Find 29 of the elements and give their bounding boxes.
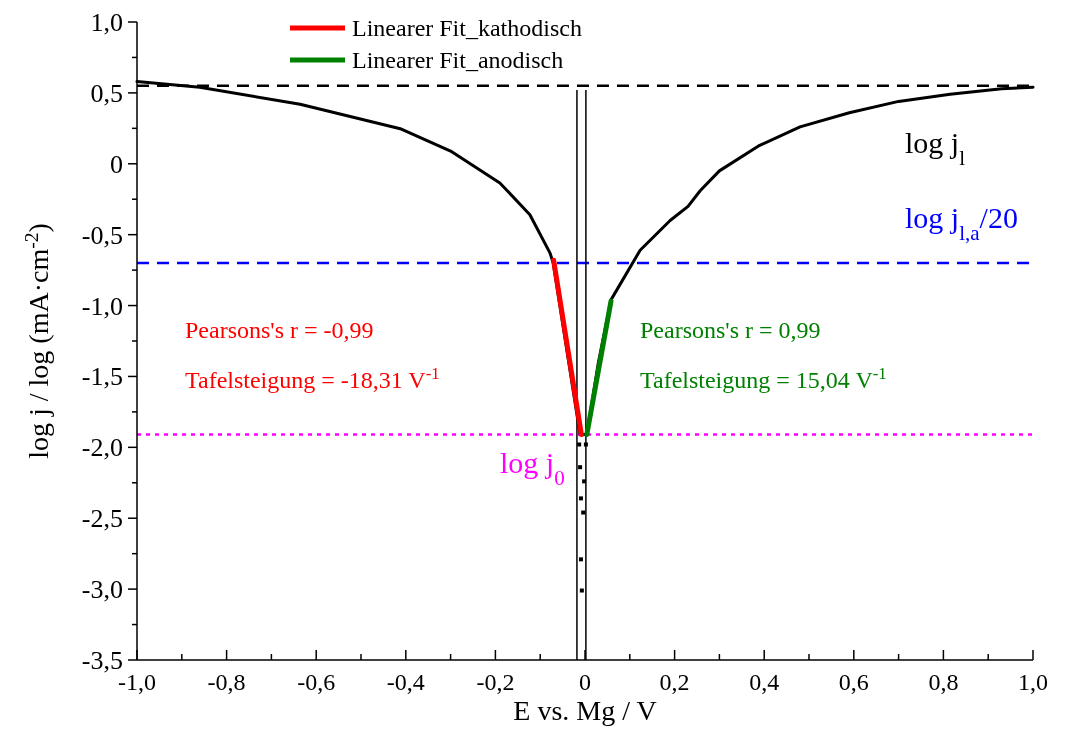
x-tick-label: 0,6 xyxy=(838,669,869,695)
x-tick-label: -0,4 xyxy=(386,669,425,695)
ref-line-label: log j$_{l,a}$/20 xyxy=(905,201,1018,246)
y-tick-label: -2,5 xyxy=(81,504,123,534)
legend-label: Linearer Fit_kathodisch xyxy=(352,15,582,41)
ref-line-label: log j$_{0}$ xyxy=(500,445,565,490)
x-tick-label: 0,8 xyxy=(928,669,959,695)
x-tick-label: 0,2 xyxy=(659,669,690,695)
ref-line-label: log j$_{l}$ xyxy=(905,125,966,170)
annotation: Tafelsteigung = 15,04 V$^{-1}$ xyxy=(640,363,887,393)
legend-label: Linearer Fit_anodisch xyxy=(352,47,564,73)
x-axis-title: E vs. Mg / V xyxy=(513,695,657,726)
x-tick-label: 0,4 xyxy=(749,669,780,695)
y-tick-label: -1,5 xyxy=(81,362,123,392)
x-tick-label: -0,6 xyxy=(297,669,336,695)
x-tick-label: -0,8 xyxy=(207,669,246,695)
x-tick-label: 0 xyxy=(579,669,591,695)
annotation: Tafelsteigung = -18,31 V$^{-1}$ xyxy=(185,363,440,393)
y-tick-label: -3,0 xyxy=(81,575,123,605)
y-tick-label: 0,5 xyxy=(90,78,123,108)
x-tick-label: -0,2 xyxy=(476,669,515,695)
x-tick-label: 1,0 xyxy=(1018,669,1048,695)
y-tick-label: -1,0 xyxy=(81,291,123,321)
annotation: Pearsons's r = -0,99 xyxy=(185,317,374,343)
y-tick-label: -2,0 xyxy=(81,433,123,463)
y-tick-label: -0,5 xyxy=(81,220,123,250)
y-tick-label: 0 xyxy=(110,149,123,179)
annotation: Pearsons's r = 0,99 xyxy=(640,317,821,343)
y-tick-label: 1,0 xyxy=(90,8,123,37)
